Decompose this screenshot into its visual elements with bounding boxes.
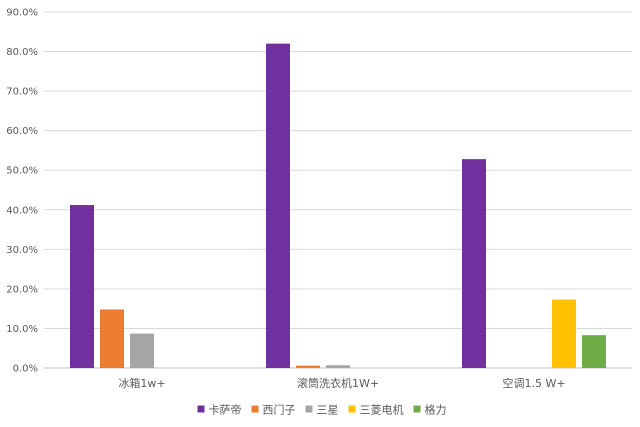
bar-1-0 [266, 43, 290, 369]
legend-swatch [413, 405, 421, 413]
y-tick-label: 70.0% [6, 87, 38, 98]
bar-0-0 [70, 205, 94, 368]
x-category-label: 冰箱1w+ [118, 376, 165, 390]
y-tick-label: 20.0% [6, 284, 38, 295]
legend-swatch [197, 405, 205, 413]
legend-item: 格力 [413, 403, 447, 417]
legend-item: 三菱电机 [348, 403, 404, 417]
bar-2-3 [552, 299, 576, 368]
legend-item: 西门子 [251, 403, 296, 417]
y-tick-label: 90.0% [6, 8, 38, 19]
x-category-label: 空调1.5 W+ [502, 376, 565, 390]
y-tick-label: 60.0% [6, 126, 38, 137]
legend-label: 西门子 [263, 403, 296, 417]
bar-0-1 [100, 309, 124, 368]
legend-label: 三星 [317, 404, 339, 417]
legend-swatch [305, 405, 313, 413]
legend-label: 卡萨帝 [209, 403, 242, 417]
y-tick-label: 40.0% [6, 205, 38, 216]
y-tick-label: 80.0% [6, 47, 38, 58]
bar-1-1 [296, 365, 320, 368]
gridlines [44, 11, 632, 369]
x-category-label: 滚筒洗衣机1W+ [297, 376, 379, 390]
legend-swatch [348, 405, 356, 413]
legend-label: 格力 [425, 403, 447, 417]
bars [70, 43, 606, 369]
y-tick-label: 10.0% [6, 324, 38, 335]
legend-label: 三菱电机 [360, 403, 404, 417]
bar-1-2 [326, 365, 350, 368]
legend-swatch [251, 405, 259, 413]
y-tick-label: 0.0% [13, 364, 38, 375]
legend: 卡萨帝 西门子 三星 三菱电机 格力 [197, 403, 447, 417]
bar-0-2 [130, 333, 154, 368]
bar-2-0 [462, 159, 486, 368]
y-tick-label: 30.0% [6, 245, 38, 256]
x-axis: 冰箱1w+ 滚筒洗衣机1W+ 空调1.5 W+ [118, 376, 565, 390]
legend-item: 三星 [305, 404, 339, 417]
legend-item: 卡萨帝 [197, 403, 242, 417]
y-tick-label: 50.0% [6, 166, 38, 177]
y-axis-ticks: 0.0% 10.0% 20.0% 30.0% 40.0% 50.0% 60.0% 70.0% 8… [6, 8, 38, 375]
bar-2-4 [582, 335, 606, 368]
